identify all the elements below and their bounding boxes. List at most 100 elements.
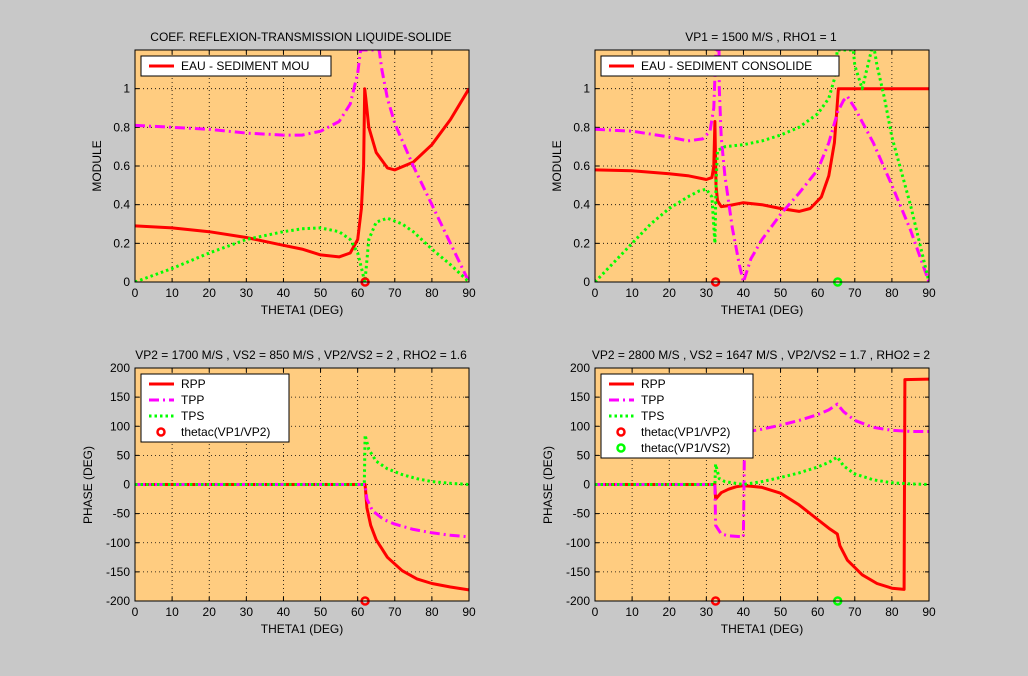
series-line [135, 433, 469, 486]
x-tick-label: 30 [700, 286, 714, 300]
axes-bg-top-right [594, 49, 930, 283]
x-tick-label: 80 [885, 286, 899, 300]
y-tick-label: -50 [113, 507, 131, 521]
xlabel-top-left: THETA1 (DEG) [261, 303, 343, 317]
y-tick-label: 200 [570, 361, 590, 375]
legend-top-right: EAU - SEDIMENT CONSOLIDE [600, 55, 840, 77]
title-top-left: COEF. REFLEXION-TRANSMISSION LIQUIDE-SOL… [150, 30, 451, 44]
series-line [595, 50, 929, 282]
y-tick-label: -100 [106, 536, 130, 550]
x-tick-label: 40 [737, 605, 751, 619]
y-tick-label: 1 [123, 82, 130, 96]
legend-label: thetac(VP1/VP2) [181, 425, 270, 439]
x-tick-label: 20 [663, 605, 677, 619]
ticks-bottom-left: 0 10 20 30 40 50 60 70 80 90 -200 -150 -100 -50 0 50 100… [106, 361, 476, 619]
legend-box [140, 55, 332, 77]
series-line [135, 87, 469, 259]
x-tick-label: 20 [203, 286, 217, 300]
series-line [595, 455, 929, 486]
y-tick-label: 0 [583, 478, 590, 492]
x-tick-label: 50 [774, 286, 788, 300]
x-tick-label: 10 [625, 605, 639, 619]
x-tick-label: 90 [922, 605, 936, 619]
title-bottom-left: VP2 = 1700 M/S , VS2 = 850 M/S , VP2/VS2… [135, 348, 467, 362]
y-tick-label: -150 [566, 565, 590, 579]
legend-swatch [156, 427, 166, 437]
title-bottom-right: VP2 = 2800 M/S , VS2 = 1647 M/S , VP2/VS… [592, 348, 931, 362]
legend-label: thetac(VP1/VP2) [641, 425, 730, 439]
legend-label: TPP [181, 393, 204, 407]
y-tick-label: -200 [566, 594, 590, 608]
x-tick-label: 90 [462, 286, 476, 300]
y-tick-label: 1 [583, 82, 590, 96]
panel-top-right: VP1 = 1500 M/S , RHO1 = 1 0 10 20 30 40 50 60 7… [550, 30, 936, 317]
series-line [135, 50, 469, 282]
x-tick-label: 70 [388, 286, 402, 300]
xlabel-top-right: THETA1 (DEG) [721, 303, 803, 317]
axes-frame-bottom-right [594, 367, 930, 602]
x-tick-label: 10 [625, 286, 639, 300]
y-tick-label: 0.6 [113, 159, 130, 173]
x-tick-label: 40 [277, 605, 291, 619]
ylabel-bottom-right: PHASE (DEG) [541, 446, 555, 524]
ylabel-top-right: MODULE [550, 140, 564, 191]
legend-bottom-right: RPP TPP TPS thetac(VP1/VP2) thetac(VP1/VS2) [600, 373, 754, 459]
series-line [595, 402, 929, 539]
x-tick-label: 50 [314, 605, 328, 619]
y-tick-label: 0 [583, 275, 590, 289]
y-tick-label: 0.4 [113, 198, 130, 212]
legend-label: RPP [181, 377, 206, 391]
x-tick-label: 30 [700, 605, 714, 619]
y-tick-label: -100 [566, 536, 590, 550]
legend-label: TPS [181, 409, 204, 423]
y-tick-label: 50 [577, 448, 591, 462]
x-tick-label: 60 [351, 605, 365, 619]
y-tick-label: 0.8 [573, 120, 590, 134]
axes-bg-top-left [134, 49, 470, 283]
x-tick-label: 60 [351, 286, 365, 300]
panel-bottom-left: VP2 = 1700 M/S , VS2 = 850 M/S , VP2/VS2… [81, 348, 476, 636]
ylabel-bottom-left: PHASE (DEG) [81, 446, 95, 524]
x-tick-label: 30 [240, 286, 254, 300]
title-top-right: VP1 = 1500 M/S , RHO1 = 1 [685, 30, 837, 44]
x-tick-label: 0 [592, 605, 599, 619]
x-tick-label: 30 [240, 605, 254, 619]
y-tick-label: 100 [570, 419, 590, 433]
y-tick-label: 0 [123, 275, 130, 289]
legend-label: TPP [641, 393, 664, 407]
y-tick-label: -50 [573, 507, 591, 521]
legend-label: EAU - SEDIMENT MOU [181, 59, 309, 73]
xlabel-bottom-left: THETA1 (DEG) [261, 622, 343, 636]
grid-top-left [135, 50, 469, 282]
x-tick-label: 10 [165, 286, 179, 300]
ticks-bottom-right: 0 10 20 30 40 50 60 70 80 90 -200 -150 -100 -50 0 50 100… [566, 361, 936, 619]
x-tick-label: 60 [811, 605, 825, 619]
y-tick-label: 0.2 [573, 236, 590, 250]
legend-label: EAU - SEDIMENT CONSOLIDE [641, 59, 812, 73]
legend-label: RPP [641, 377, 666, 391]
x-tick-label: 80 [885, 605, 899, 619]
ylabel-top-left: MODULE [90, 140, 104, 191]
legend-label: TPS [641, 409, 664, 423]
panel-top-left: COEF. REFLEXION-TRANSMISSION LIQUIDE-SOL… [90, 30, 476, 317]
legend-swatch [616, 427, 626, 437]
x-tick-label: 0 [132, 286, 139, 300]
legend-top-left: EAU - SEDIMENT MOU [140, 55, 332, 77]
x-tick-label: 90 [462, 605, 476, 619]
x-tick-label: 70 [848, 605, 862, 619]
x-tick-label: 20 [203, 605, 217, 619]
x-tick-label: 40 [737, 286, 751, 300]
axes-frame-top-left [134, 49, 470, 283]
legend-bottom-left: RPP TPP TPS thetac(VP1/VP2) [140, 373, 290, 443]
x-tick-label: 80 [425, 605, 439, 619]
legend-box [600, 55, 840, 77]
legend-swatch [616, 443, 626, 453]
axes-frame-top-right [594, 49, 930, 283]
series-line [135, 216, 469, 282]
series-line [595, 377, 929, 591]
y-tick-label: 0.2 [113, 236, 130, 250]
x-tick-label: 70 [848, 286, 862, 300]
x-tick-label: 0 [592, 286, 599, 300]
x-tick-label: 50 [314, 286, 328, 300]
